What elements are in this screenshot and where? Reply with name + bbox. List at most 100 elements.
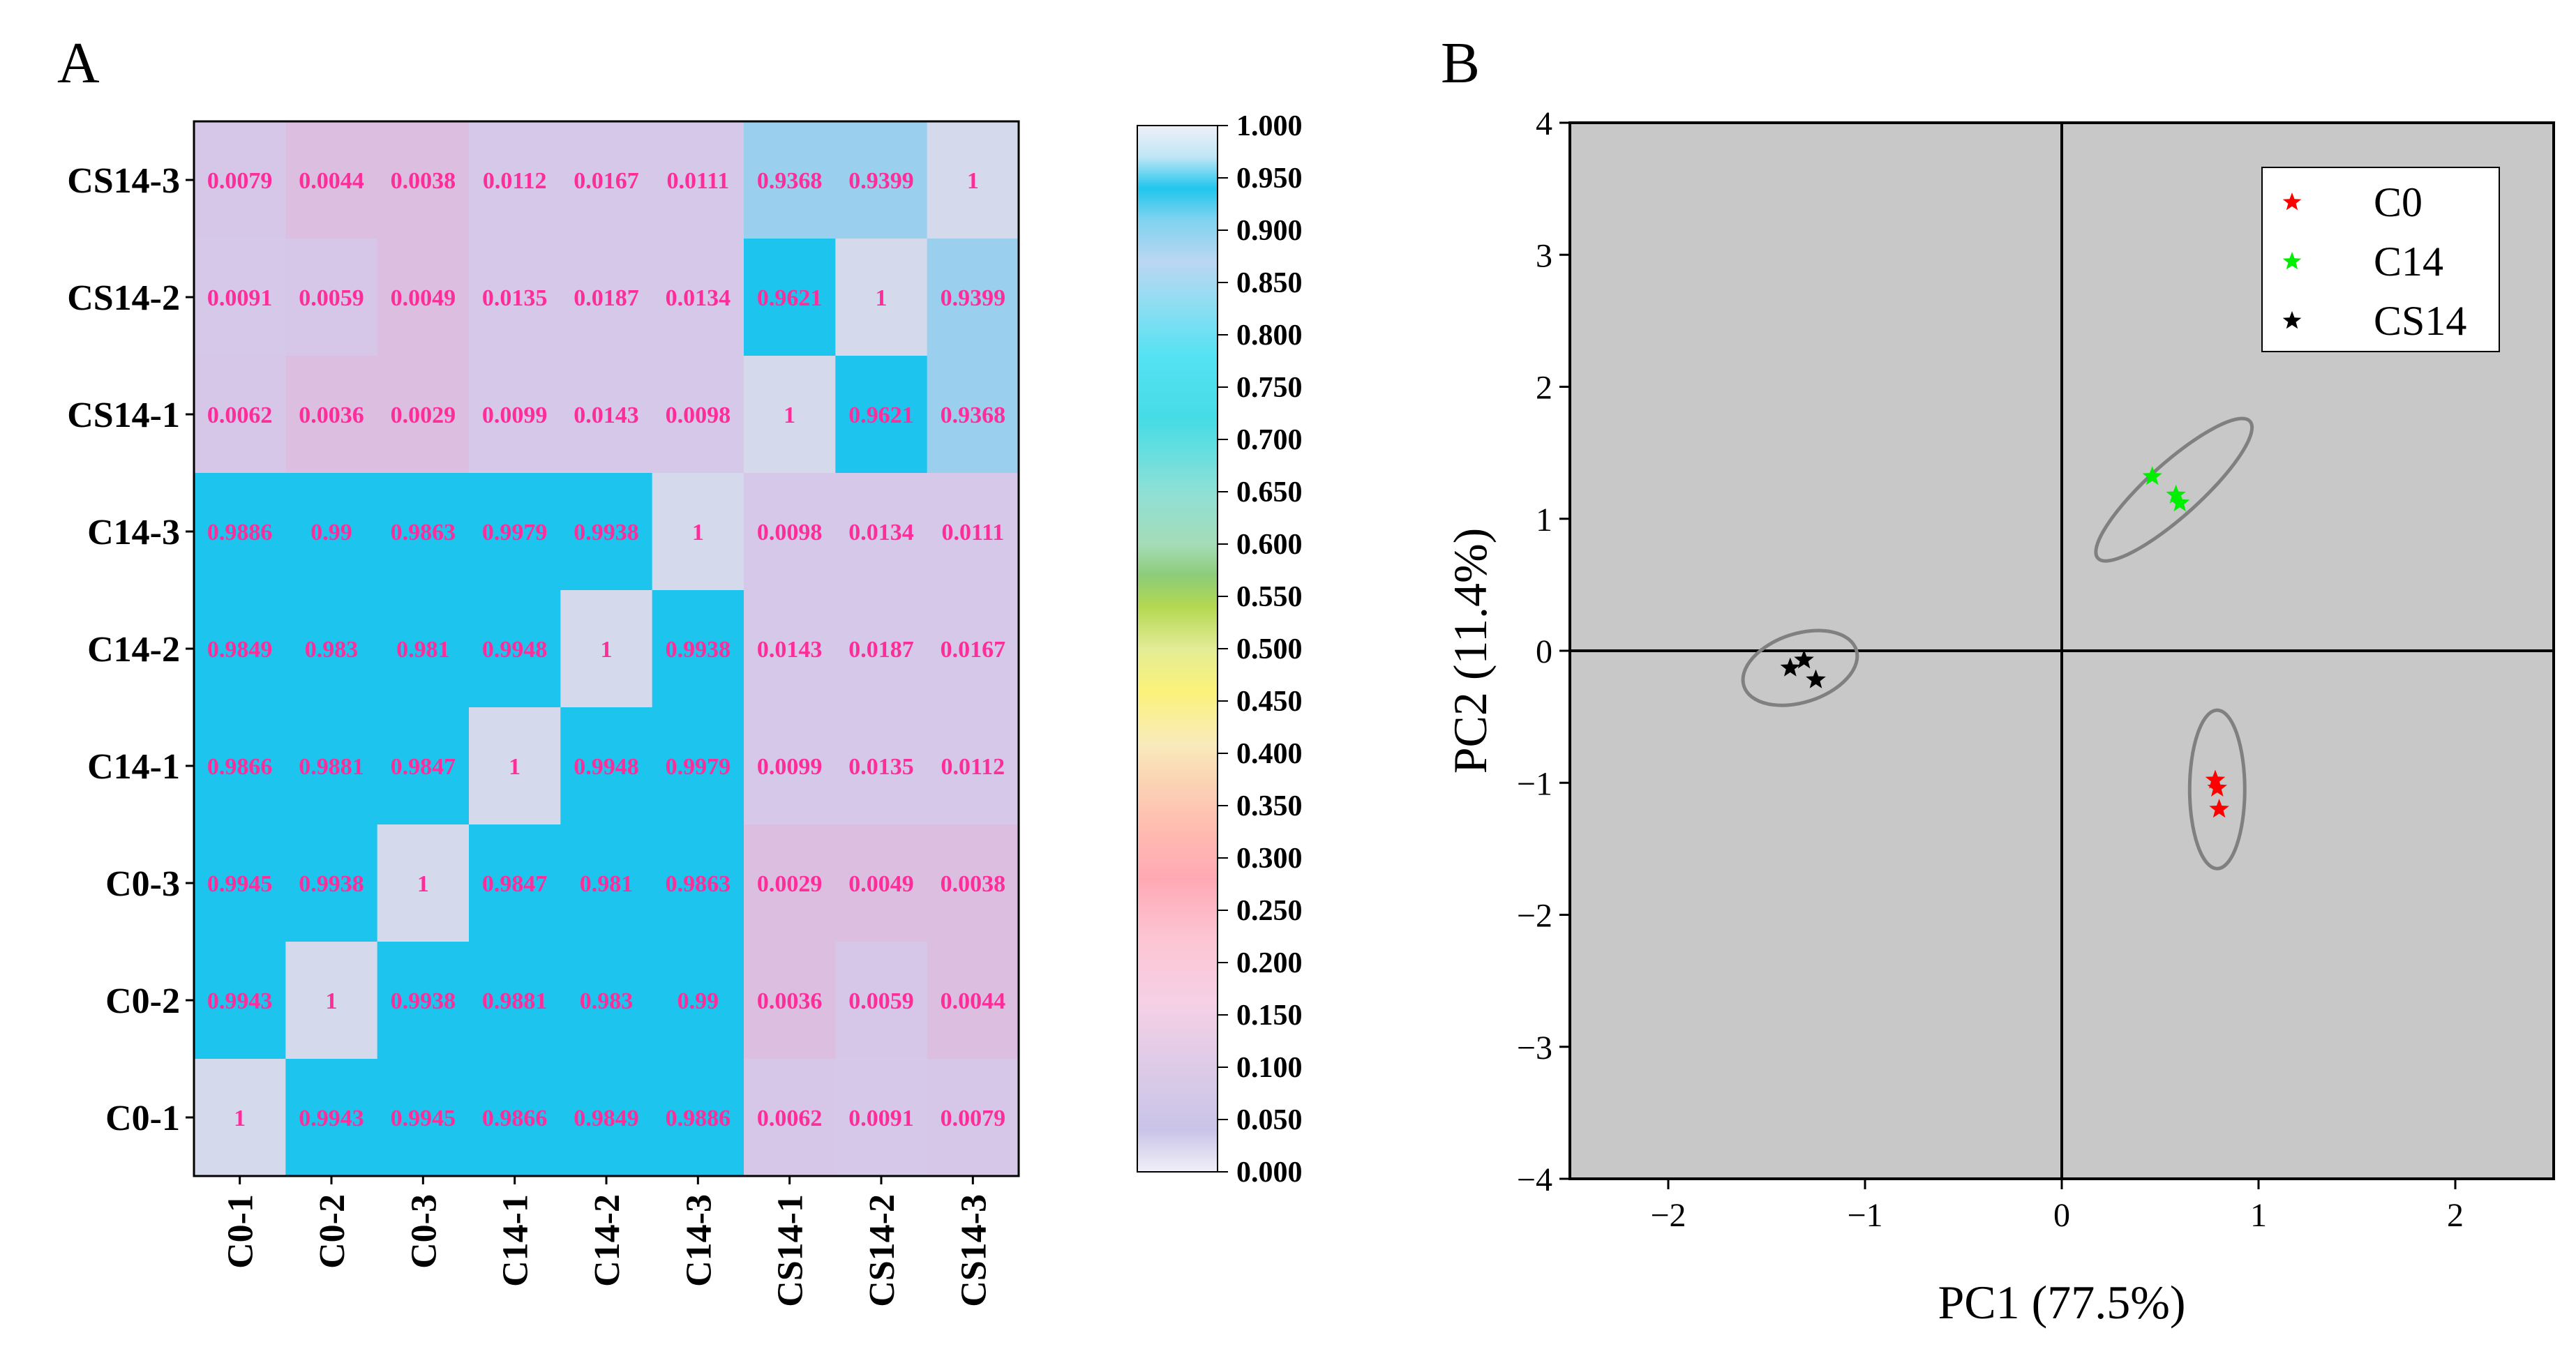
colorbar-tick-label: 0.900 bbox=[1236, 215, 1303, 247]
heatmap-cell bbox=[194, 707, 286, 825]
colorbar-tick-label: 0.300 bbox=[1236, 843, 1303, 875]
pca-y-tick-label: 2 bbox=[1536, 370, 1552, 407]
heatmap-cell bbox=[652, 473, 744, 591]
pca-y-tick-label: 0 bbox=[1536, 633, 1552, 670]
heatmap-cell-value: 0.9943 bbox=[299, 1106, 364, 1131]
heatmap-cell-value: 0.0091 bbox=[207, 285, 273, 311]
heatmap-cell bbox=[835, 356, 928, 474]
heatmap-cell-value: 0.0098 bbox=[757, 520, 823, 545]
colorbar-tick-label: 0.350 bbox=[1236, 790, 1303, 822]
heatmap-cell bbox=[377, 356, 470, 474]
heatmap-row-label: CS14-1 bbox=[67, 395, 180, 435]
heatmap-cell-value: 0.9886 bbox=[207, 520, 273, 545]
pca-x-tick-label: −2 bbox=[1650, 1197, 1686, 1234]
pca-point-cs14 bbox=[1806, 669, 1826, 688]
heatmap-cell-value: 0.9943 bbox=[207, 988, 273, 1014]
colorbar-gradient bbox=[1137, 125, 1218, 1173]
pca-y-tick-label: −2 bbox=[1517, 898, 1552, 935]
heatmap-cell bbox=[927, 473, 1019, 591]
heatmap-cell bbox=[835, 942, 928, 1060]
heatmap-cell-value: 0.9849 bbox=[574, 1106, 639, 1131]
heatmap-cell-value: 0.0038 bbox=[391, 168, 456, 194]
heatmap-cell bbox=[194, 590, 286, 708]
heatmap-cell bbox=[285, 590, 378, 708]
heatmap-cell-value: 0.0187 bbox=[848, 637, 914, 663]
colorbar-tick-label: 0.000 bbox=[1236, 1156, 1303, 1189]
colorbar-tick-label: 0.750 bbox=[1236, 372, 1303, 404]
heatmap-cell bbox=[560, 121, 653, 239]
heatmap-cell-value: 0.0135 bbox=[482, 285, 548, 311]
pca-y-tick-label: −1 bbox=[1517, 765, 1552, 802]
pca-ellipse-c0 bbox=[2187, 708, 2247, 871]
colorbar-tick-label: 0.250 bbox=[1236, 895, 1303, 927]
heatmap-cell bbox=[377, 590, 470, 708]
pca-x-ticks: −2 −1 0 1 2 bbox=[1650, 1179, 2464, 1234]
heatmap-cell-value: 0.0059 bbox=[299, 285, 364, 311]
colorbar-ticks: 1.000 0.950 0.900 0.850 0.800 0.750 0.700 0.650… bbox=[1218, 110, 1303, 1189]
pca-y-axis-title: PC2 (11.4%) bbox=[1444, 528, 1497, 774]
colorbar-tick-label: 0.800 bbox=[1236, 319, 1303, 352]
heatmap-cell bbox=[927, 707, 1019, 825]
pca-ellipse-c14 bbox=[2094, 416, 2254, 563]
pca-y-tick-label: −3 bbox=[1517, 1030, 1552, 1067]
heatmap-col-label: C14-3 bbox=[679, 1194, 719, 1287]
heatmap-cell-value: 1 bbox=[876, 285, 888, 311]
heatmap-cell-value: 0.9948 bbox=[574, 754, 639, 780]
heatmap-cell-value: 0.0062 bbox=[757, 1106, 823, 1131]
heatmap-cell-value: 0.9863 bbox=[666, 871, 731, 897]
heatmap-cell-value: 0.0091 bbox=[848, 1106, 914, 1131]
colorbar-tick-label: 0.200 bbox=[1236, 947, 1303, 979]
heatmap-cell-value: 0.9945 bbox=[207, 871, 273, 897]
heatmap-row-label: CS14-2 bbox=[67, 278, 180, 318]
heatmap-cell bbox=[194, 1059, 286, 1177]
heatmap-x-ticks: C0-1 C0-2 C0-3 C14-1 C14-2 C14-3 CS14-1 CS14-2 C… bbox=[221, 1176, 994, 1307]
heatmap-cell bbox=[285, 824, 378, 942]
pca-point-c14 bbox=[2169, 492, 2190, 512]
heatmap-cell bbox=[469, 356, 561, 474]
heatmap-cell-value: 0.0079 bbox=[207, 168, 273, 194]
heatmap-cell-value: 0.9399 bbox=[941, 285, 1006, 311]
heatmap-row-label: C14-2 bbox=[87, 630, 180, 670]
heatmap-cell-value: 0.983 bbox=[580, 988, 634, 1014]
legend-marker-c14 bbox=[2282, 252, 2302, 270]
heatmap-cell-value: 0.0029 bbox=[757, 871, 823, 897]
heatmap-cell-value: 0.0135 bbox=[848, 754, 914, 780]
heatmap-col-label: CS14-2 bbox=[862, 1194, 902, 1307]
heatmap-cell bbox=[560, 590, 653, 708]
heatmap-cell-value: 0.0099 bbox=[757, 754, 823, 780]
heatmap-cell-value: 0.9368 bbox=[941, 402, 1006, 428]
heatmap-cell-value: 0.0167 bbox=[574, 168, 639, 194]
heatmap-cell bbox=[194, 239, 286, 356]
heatmap-cell bbox=[744, 1059, 836, 1177]
heatmap-col-label: CS14-3 bbox=[954, 1194, 994, 1307]
heatmap-cell bbox=[377, 824, 470, 942]
heatmap-cell-value: 0.0143 bbox=[757, 637, 823, 663]
pca-y-tick-label: 3 bbox=[1536, 237, 1552, 274]
heatmap-cell bbox=[927, 1059, 1019, 1177]
heatmap-y-ticks: CS14-3 CS14-2 CS14-1 C14-3 C14-2 C14-1 C0-3 C0-… bbox=[67, 161, 194, 1138]
colorbar-tick-label: 0.650 bbox=[1236, 476, 1303, 508]
heatmap-cell-value: 0.981 bbox=[580, 871, 634, 897]
legend-marker-c0 bbox=[2282, 193, 2302, 211]
heatmap-cell bbox=[377, 121, 470, 239]
heatmap-cell bbox=[469, 239, 561, 356]
heatmap-cell bbox=[652, 1059, 744, 1177]
pca-y-tick-label: −4 bbox=[1517, 1161, 1552, 1198]
heatmap-cell-value: 0.9881 bbox=[482, 988, 548, 1014]
heatmap-cell-value: 0.9938 bbox=[391, 988, 456, 1014]
heatmap-cell bbox=[744, 824, 836, 942]
heatmap-cell-value: 0.0036 bbox=[299, 402, 364, 428]
heatmap-cell bbox=[285, 942, 378, 1060]
heatmap-cell bbox=[652, 942, 744, 1060]
heatmap-col-label: C0-2 bbox=[313, 1194, 352, 1269]
colorbar-tick-label: 0.450 bbox=[1236, 686, 1303, 718]
colorbar-tick-label: 0.950 bbox=[1236, 163, 1303, 195]
heatmap-cell bbox=[285, 1059, 378, 1177]
heatmap-col-label: CS14-1 bbox=[771, 1194, 811, 1307]
pca-point-c14 bbox=[2142, 466, 2162, 485]
heatmap-cell bbox=[560, 473, 653, 591]
heatmap-cell-value: 0.0111 bbox=[941, 520, 1004, 545]
heatmap-cell-value: 0.0038 bbox=[941, 871, 1006, 897]
heatmap-cell-value: 0.0059 bbox=[848, 988, 914, 1014]
heatmap-cell-value: 1 bbox=[784, 402, 795, 428]
